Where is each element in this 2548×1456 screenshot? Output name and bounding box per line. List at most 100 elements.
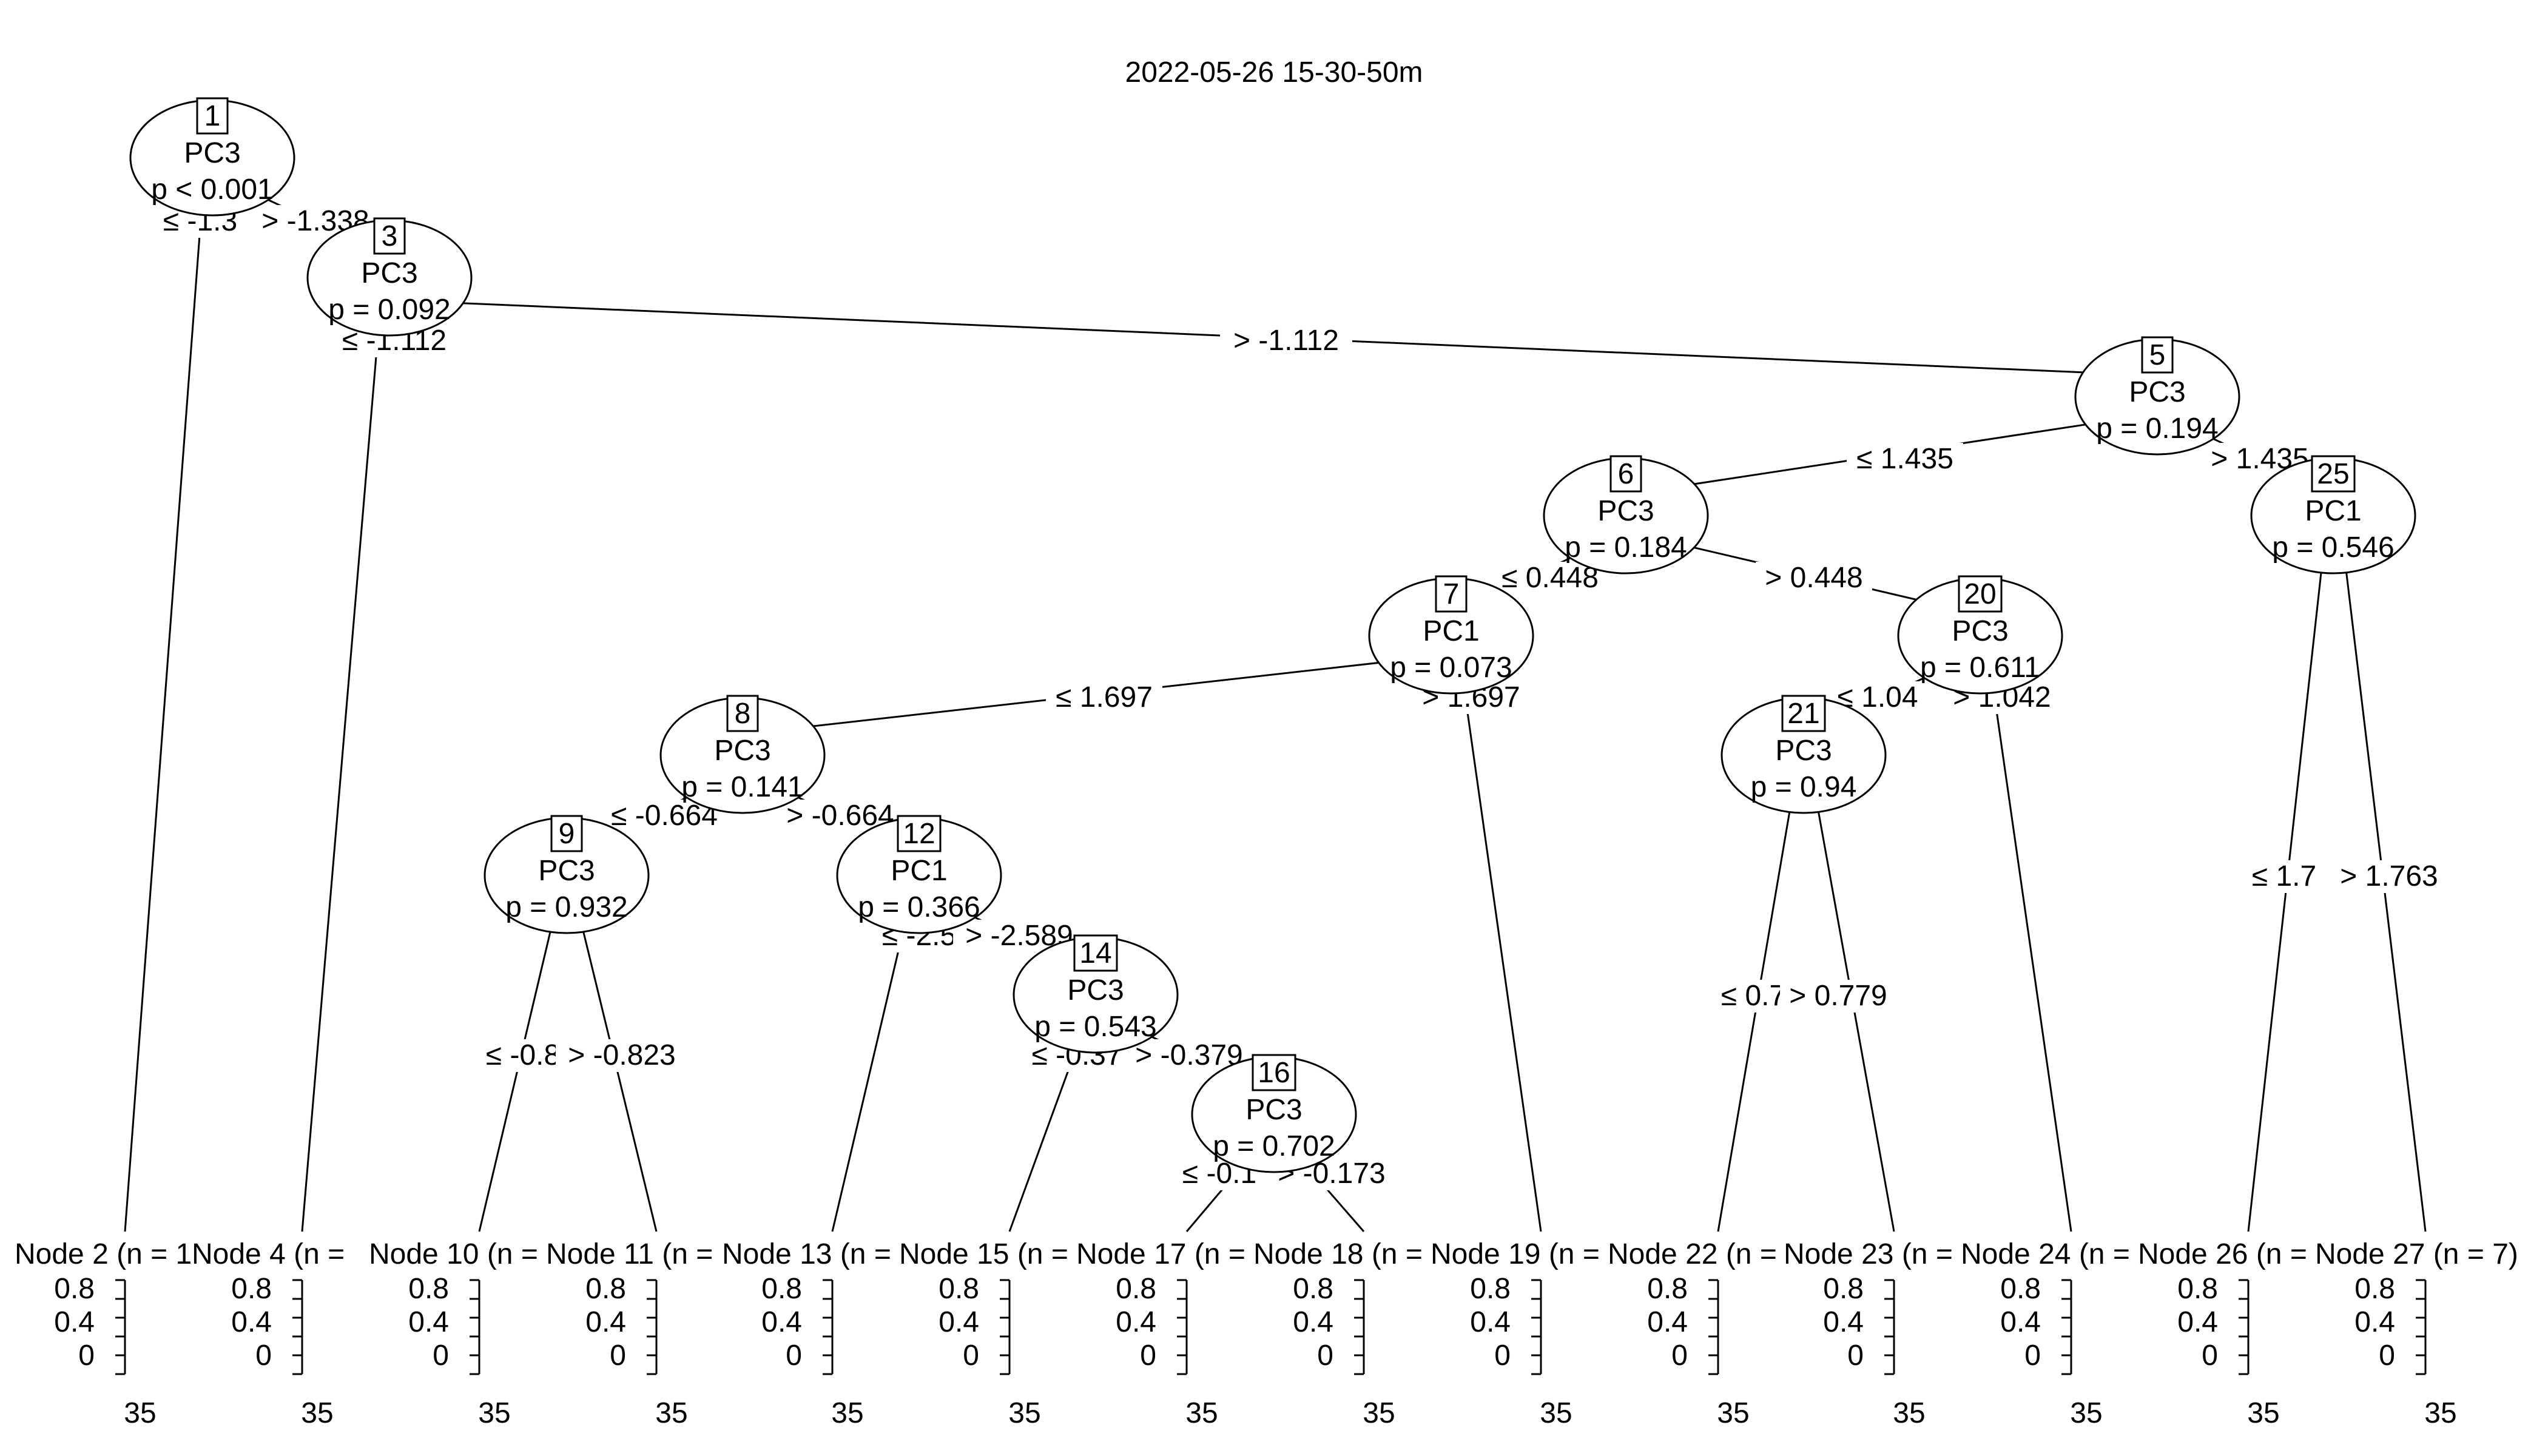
node-id: 12: [903, 818, 935, 850]
edge-label-3-5: > -1.112: [1233, 325, 1339, 357]
terminal-node-label: Node 22 (n =: [1608, 1238, 1777, 1270]
leaf-tick-label: 0.4: [1293, 1306, 1333, 1338]
node-id: 9: [559, 818, 575, 850]
inner-node-8: 8 PC3 p = 0.141: [659, 695, 826, 814]
terminal-node-label: Node 24 (n =: [1961, 1238, 2130, 1270]
split-variable: PC3: [184, 137, 240, 169]
inner-node-12: 12 PC1 p = 0.366: [836, 815, 1002, 934]
node-id-box: [1609, 455, 1642, 493]
terminal-node-26: Node 26 (n =0.80.40 35: [2138, 1238, 2307, 1429]
leaf-bottom-label: 35: [124, 1397, 156, 1429]
leaf-bottom-label: 35: [1893, 1397, 1925, 1429]
edge-12-13: [831, 899, 912, 1232]
leaf-tick-label: 0.4: [939, 1306, 979, 1338]
leaf-tick-label: 0: [963, 1340, 979, 1372]
node-id-box: [1073, 934, 1118, 972]
split-variable: PC3: [1775, 735, 1832, 767]
p-value: p = 0.073: [1390, 652, 1512, 684]
leaf-tick-label: 0.8: [1470, 1273, 1511, 1305]
terminal-node-11: Node 11 (n =0.80.40 35: [546, 1238, 713, 1429]
leaf-tick-label: 0: [1847, 1340, 1864, 1372]
split-variable: PC3: [361, 257, 417, 289]
node-id: 16: [1258, 1057, 1290, 1089]
inner-node-14: 14 PC3 p = 0.543: [1013, 934, 1179, 1054]
split-variable: PC3: [714, 735, 770, 767]
edge-label-background: [556, 1039, 688, 1072]
leaf-tick-label: 0: [78, 1340, 95, 1372]
node-id-box: [373, 217, 406, 255]
leaf-tick-label: 0.8: [231, 1273, 272, 1305]
split-variable: PC1: [1423, 615, 1479, 647]
split-variable: PC3: [1952, 615, 2008, 647]
edge-1-2: [124, 181, 205, 1232]
leaf-tick-label: 0.4: [231, 1306, 272, 1338]
inner-node-16: 16 PC3 p = 0.702: [1191, 1054, 1357, 1173]
edge-label-background: [1756, 562, 1872, 595]
edge-label-7-8: ≤ 1.697: [1056, 681, 1153, 713]
leaf-tick-label: 0.4: [2177, 1306, 2218, 1338]
terminal-node-label: Node 26 (n =: [2138, 1238, 2307, 1270]
terminal-node-17: Node 17 (n =0.80.40 35: [1076, 1238, 1245, 1429]
p-value: p = 0.092: [328, 294, 451, 326]
terminal-node-23: Node 23 (n =0.80.40 35: [1784, 1238, 1953, 1429]
split-variable: PC3: [1067, 974, 1124, 1006]
inner-node-25: 25 PC1 p = 0.546: [2250, 455, 2416, 575]
node-id: 21: [1787, 698, 1819, 730]
terminal-node-27: Node 27 (n = 7)0.80.40 35: [2315, 1238, 2518, 1429]
edge-20-24: [1988, 659, 2072, 1232]
terminal-node-label: Node 17 (n =: [1076, 1238, 1245, 1270]
leaf-tick-label: 0: [2202, 1340, 2218, 1372]
terminal-node-label: Node 19 (n =: [1431, 1238, 1600, 1270]
edge-3-4: [301, 302, 382, 1232]
p-value: p = 0.141: [681, 771, 804, 803]
edge-label-background: [1220, 325, 1352, 357]
diagram-title: 2022-05-26 15-30-50m: [1125, 56, 1423, 89]
p-value: p = 0.702: [1213, 1130, 1335, 1162]
edge-label-25-26: ≤ 1.7: [2252, 860, 2316, 892]
node-id: 3: [382, 220, 398, 252]
terminal-node-24: Node 24 (n =0.80.40 35: [1961, 1238, 2130, 1429]
split-variable: PC1: [891, 855, 947, 887]
split-variable: PC3: [538, 855, 595, 887]
edge-label-6-20: > 0.448: [1765, 562, 1862, 594]
leaf-tick-label: 0: [255, 1340, 272, 1372]
leaf-tick-label: 0.8: [585, 1273, 626, 1305]
p-value: p < 0.001: [151, 174, 274, 206]
inner-node-3: 3 PC3 p = 0.092: [306, 217, 473, 337]
node-id-box: [897, 815, 942, 852]
node-id: 20: [1964, 578, 1996, 610]
edge-label-5-6: ≤ 1.435: [1856, 443, 1953, 475]
leaf-bottom-label: 35: [831, 1397, 863, 1429]
leaf-tick-label: 0: [2024, 1340, 2041, 1372]
leaf-tick-label: 0.8: [1823, 1273, 1864, 1305]
node-id: 7: [1443, 578, 1460, 610]
terminal-node-label: Node 10 (n =: [369, 1238, 538, 1270]
edge-label-background: [1847, 443, 1963, 476]
edge-label-background: [1780, 980, 1896, 1013]
node-id-box: [2141, 336, 2174, 374]
leaf-tick-label: 0.8: [1647, 1273, 1688, 1305]
leaf-bottom-label: 35: [2424, 1397, 2456, 1429]
terminal-node-4: Node 4 (n =0.80.40 35: [192, 1238, 345, 1429]
leaf-tick-label: 0.8: [408, 1273, 449, 1305]
node-id: 25: [2317, 458, 2349, 490]
edge-7-19: [1459, 659, 1542, 1232]
leaf-tick-label: 0.4: [1823, 1306, 1864, 1338]
terminal-node-22: Node 22 (n =0.80.40 35: [1608, 1238, 1777, 1429]
leaf-tick-label: 0: [1317, 1340, 1333, 1372]
split-variable: PC1: [2305, 495, 2361, 527]
p-value: p = 0.611: [1920, 652, 2040, 684]
edge-label-14-16: > -0.379: [1135, 1039, 1242, 1071]
edge-label-9-11: > -0.823: [568, 1039, 675, 1071]
terminal-node-label: Node 4 (n =: [192, 1238, 345, 1270]
node-id: 1: [204, 100, 221, 132]
inner-node-1: 1 PC3 p < 0.001: [129, 97, 295, 217]
leaf-tick-label: 0.4: [761, 1306, 802, 1338]
leaf-tick-label: 0: [2379, 1340, 2395, 1372]
leaf-bottom-label: 35: [2247, 1397, 2279, 1429]
inner-node-9: 9 PC3 p = 0.932: [484, 815, 650, 934]
leaf-tick-label: 0.4: [408, 1306, 449, 1338]
terminal-node-13: Node 13 (n =0.80.40 35: [722, 1238, 891, 1429]
